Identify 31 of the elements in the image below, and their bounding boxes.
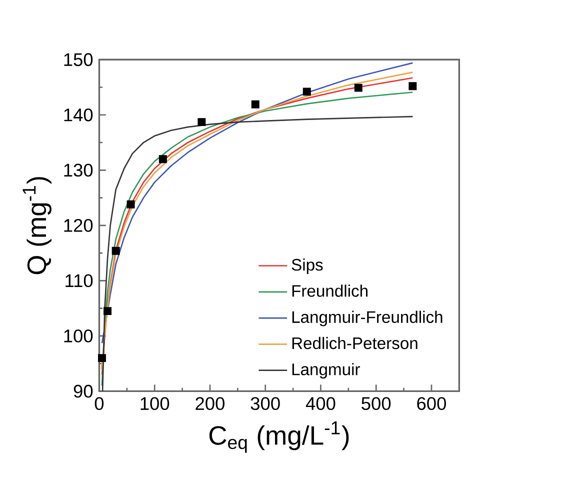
x-tick-label: 100 (140, 397, 170, 410)
legend-label: Freundlich (292, 284, 368, 297)
x-tick-label: 600 (417, 397, 446, 410)
x-tick-label: 400 (306, 397, 336, 410)
point (112, 246, 120, 255)
point (158, 155, 167, 164)
point (198, 118, 206, 126)
point (408, 82, 417, 90)
legend-label: Sips (292, 258, 323, 274)
legend-label: Langmuir (292, 363, 360, 379)
y-tick-label: 150 (64, 53, 93, 66)
x-tick-label: 300 (250, 397, 280, 410)
point (98, 354, 106, 362)
y-tick-label: 130 (64, 164, 93, 177)
legend-label: Langmuir-Freundlich (292, 310, 442, 326)
point (354, 84, 362, 92)
y-tick-label: 110 (66, 274, 93, 288)
x-tick-label: 200 (196, 397, 224, 410)
y-tick-label: 90 (74, 384, 93, 398)
point (126, 200, 135, 208)
y-tick-label: 140 (64, 108, 93, 122)
point (251, 100, 260, 108)
x-tick-label: 0 (94, 397, 104, 410)
legend-label: Redlich-Peterson (292, 336, 418, 350)
point (302, 88, 311, 96)
x-tick-label: 500 (362, 397, 391, 410)
y-axis-title: Q (mg$^{-1}$) (22, 177, 52, 274)
x-axis-title: C$_{eq}$ (mg/L$^{-1}$) (209, 421, 349, 453)
point (104, 307, 112, 316)
y-tick-label: 100 (64, 330, 93, 342)
y-tick-label: 120 (64, 218, 93, 232)
